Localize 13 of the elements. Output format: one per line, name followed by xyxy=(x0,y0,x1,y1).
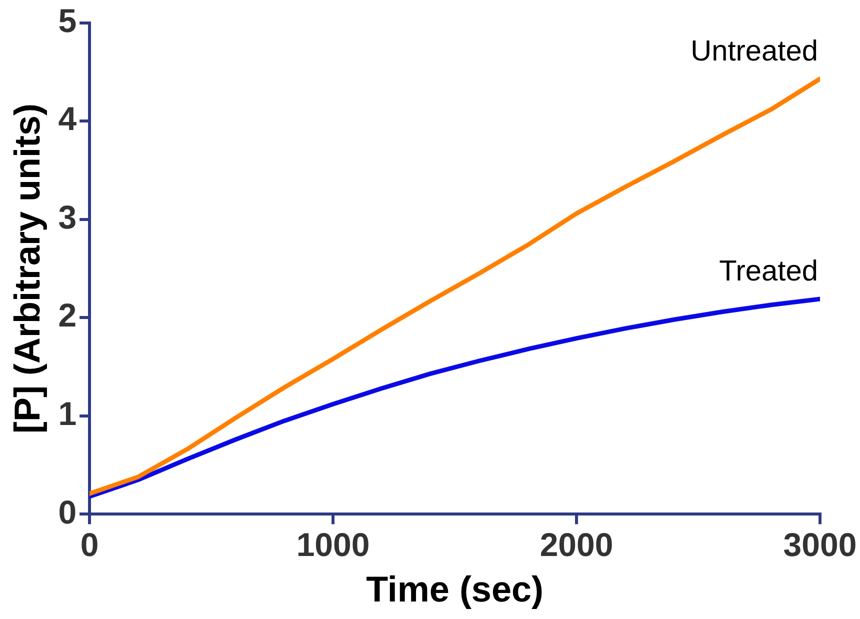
x-tick-label: 1000 xyxy=(296,526,370,564)
x-tick-label: 3000 xyxy=(783,526,857,564)
y-tick-label: 3 xyxy=(58,198,77,236)
y-tick-label: 2 xyxy=(58,296,77,334)
y-tick-label: 4 xyxy=(58,100,78,138)
x-tick-label: 2000 xyxy=(540,526,614,564)
y-tick-label: 0 xyxy=(58,493,77,530)
y-tick-label: 5 xyxy=(58,2,77,39)
series-label: Untreated xyxy=(690,35,818,68)
x-axis-title: Time (sec) xyxy=(366,568,544,610)
y-axis-title: [P] (Arbitrary units) xyxy=(6,103,48,434)
y-tick-label: 1 xyxy=(58,395,77,432)
series-label: Treated xyxy=(719,255,818,288)
